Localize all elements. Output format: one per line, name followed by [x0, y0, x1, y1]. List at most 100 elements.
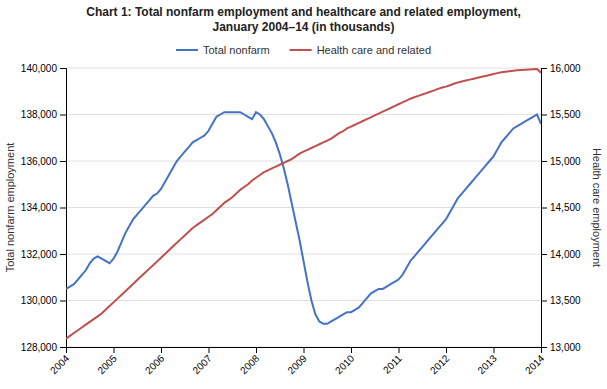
grid-line: [66, 68, 541, 69]
x-tick-label: 2014: [523, 352, 547, 376]
y-tick: 130,000: [21, 295, 66, 306]
grid-line: [66, 300, 541, 301]
y2-tick-label: 14,000: [550, 249, 581, 260]
x-tick-mark: [494, 347, 495, 353]
title: Chart 1: Total nonfarm employment and he…: [86, 5, 521, 34]
axis-line: [542, 69, 548, 348]
axis-line: [60, 69, 67, 348]
legend-label: Total nonfarm: [203, 44, 270, 56]
y2-tick: 14,500: [541, 202, 581, 213]
plot: 2004 2005 2006 2007 2008 2009 2010 2011 2012 2013…: [21, 63, 581, 376]
y-tick-label: 136,000: [21, 156, 58, 167]
y2-tick-label: 14,500: [550, 202, 581, 213]
x-tick: 2008: [238, 347, 262, 376]
y2-tick-mark: [541, 347, 547, 348]
y2-tick-mark: [541, 208, 547, 209]
x-tick: 2011: [381, 347, 404, 376]
grid-line: [66, 161, 541, 162]
y2-tick-mark: [541, 161, 547, 162]
y-tick-label: 138,000: [21, 109, 58, 120]
y2-tick: 16,000: [541, 63, 581, 74]
y2-axis-title: Health care employment: [591, 148, 603, 267]
axis-line: [67, 348, 542, 354]
x-tick: 2005: [95, 347, 119, 376]
y-tick-mark: [60, 254, 66, 255]
y-tick: 136,000: [21, 156, 66, 167]
x-tick-label: 2004: [48, 352, 72, 376]
y-tick-label: 128,000: [21, 342, 58, 353]
y-tick: 134,000: [21, 202, 66, 213]
x-axis: 2004 2005 2006 2007 2008 2009 2010 2011 2012 2013…: [48, 347, 547, 376]
title-line: Chart 1: Total nonfarm employment and he…: [86, 5, 521, 19]
chart: Chart 1: Total nonfarm employment and he…: [0, 0, 607, 389]
x-tick: 2012: [428, 347, 452, 376]
x-tick-label: 2011: [381, 352, 404, 375]
y2-axis: 13,000 13,500 14,000 14,500 15,000 15,500 16,0…: [541, 63, 581, 353]
y-tick: 138,000: [21, 109, 66, 120]
x-tick-mark: [351, 347, 352, 353]
x-tick: 2007: [190, 347, 214, 376]
y-axis-title: Total nonfarm employment: [4, 143, 16, 273]
series-line: [66, 112, 541, 324]
y2-tick-mark: [541, 301, 547, 302]
x-tick-label: 2007: [190, 352, 214, 376]
x-tick-mark: [114, 347, 115, 353]
y-tick-mark: [60, 68, 66, 69]
grid-line: [66, 114, 541, 115]
x-tick-mark: [399, 347, 400, 353]
y-tick-mark: [60, 115, 66, 116]
x-tick-label: 2006: [143, 352, 167, 376]
x-tick: 2009: [285, 347, 309, 376]
legend-item: Health care and related: [290, 44, 431, 56]
y2-tick-label: 15,500: [550, 109, 581, 120]
y2-tick: 15,000: [541, 156, 581, 167]
legend-item: Total nonfarm: [176, 44, 270, 56]
grid-line: [66, 254, 541, 255]
y2-tick-label: 15,000: [550, 156, 581, 167]
y-tick: 132,000: [21, 249, 66, 260]
y-tick-label: 134,000: [21, 202, 58, 213]
y-tick: 140,000: [21, 63, 66, 74]
x-tick-mark: [209, 347, 210, 353]
y2-tick-label: 13,000: [550, 342, 581, 353]
legend-swatch: [290, 49, 312, 51]
y-tick: 128,000: [21, 342, 66, 353]
y-tick-mark: [60, 301, 66, 302]
y-tick-label: 140,000: [21, 63, 58, 74]
y2-tick-mark: [541, 68, 547, 69]
y2-tick-mark: [541, 115, 547, 116]
x-tick-label: 2012: [428, 352, 452, 376]
y2-tick: 14,000: [541, 249, 581, 260]
x-tick: 2010: [333, 347, 357, 376]
x-tick-label: 2009: [285, 352, 309, 376]
x-tick-label: 2013: [475, 352, 499, 376]
x-tick-label: 2005: [95, 352, 119, 376]
x-tick-mark: [446, 347, 447, 353]
y-tick-mark: [60, 347, 66, 348]
x-tick-mark: [161, 347, 162, 353]
x-tick: 2014: [523, 347, 547, 376]
y2-tick-mark: [541, 254, 547, 255]
legend-swatch: [176, 49, 198, 51]
y-axis: 128,000 130,000 132,000 134,000 136,000 138,0…: [21, 63, 67, 353]
x-tick-label: 2010: [333, 352, 357, 376]
x-tick: 2006: [143, 347, 167, 376]
series-line: [66, 69, 541, 339]
x-tick-mark: [256, 347, 257, 353]
y2-tick-label: 16,000: [550, 63, 581, 74]
y-tick-mark: [60, 161, 66, 162]
y-tick-mark: [60, 208, 66, 209]
y2-tick: 13,500: [541, 295, 581, 306]
lines: [66, 69, 541, 339]
grid-line: [66, 207, 541, 208]
grid: [66, 68, 541, 347]
x-tick-mark: [304, 347, 305, 353]
legend-label: Health care and related: [317, 44, 431, 56]
x-tick: 2013: [475, 347, 499, 376]
legend: Total nonfarm Health care and related: [176, 44, 431, 56]
title-line: January 2004–14 (in thousands): [212, 20, 394, 34]
y-tick-label: 132,000: [21, 249, 58, 260]
x-tick-label: 2008: [238, 352, 262, 376]
y2-tick: 13,000: [541, 342, 581, 353]
y2-tick-label: 13,500: [550, 295, 581, 306]
